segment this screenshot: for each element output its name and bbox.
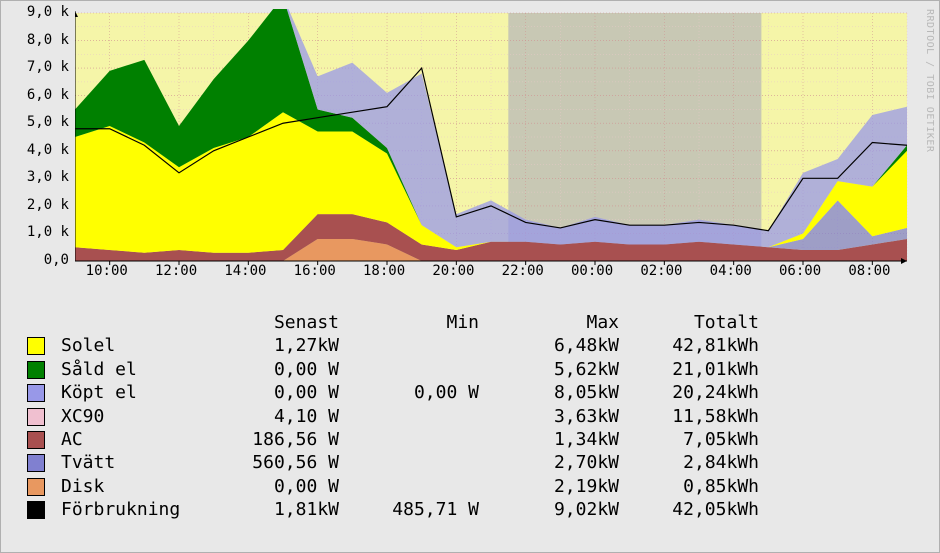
legend-min xyxy=(345,334,485,357)
y-tick-label: 5,0 k xyxy=(27,114,69,130)
legend-row: Tvätt560,56 W 2,70kW2,84kWh xyxy=(21,451,765,474)
legend-max: 9,02kW xyxy=(485,498,625,521)
legend-min xyxy=(345,475,485,498)
legend-max: 6,48kW xyxy=(485,334,625,357)
y-tick-label: 6,0 k xyxy=(27,87,69,103)
legend-max: 1,34kW xyxy=(485,428,625,451)
legend-name: AC xyxy=(55,428,205,451)
legend-senast: 560,56 W xyxy=(205,451,345,474)
watermark-text: RRDTOOL / TOBI OETIKER xyxy=(924,9,935,152)
legend-min: 0,00 W xyxy=(345,381,485,404)
hdr-senast: Senast xyxy=(205,311,345,334)
legend-totalt: 21,01kWh xyxy=(625,358,765,381)
hdr-max: Max xyxy=(485,311,625,334)
y-tick-label: 7,0 k xyxy=(27,59,69,75)
legend-totalt: 20,24kWh xyxy=(625,381,765,404)
legend-swatch xyxy=(27,431,45,449)
legend-row: Såld el0,00 W 5,62kW21,01kWh xyxy=(21,358,765,381)
legend-senast: 0,00 W xyxy=(205,475,345,498)
chart-frame: RRDTOOL / TOBI OETIKER 0,01,0 k2,0 k3,0 … xyxy=(0,0,940,553)
legend-swatch xyxy=(27,384,45,402)
legend-totalt: 0,85kWh xyxy=(625,475,765,498)
legend-max: 2,19kW xyxy=(485,475,625,498)
plot-area: 0,01,0 k2,0 k3,0 k4,0 k5,0 k6,0 k7,0 k8,… xyxy=(75,9,913,281)
legend-totalt: 2,84kWh xyxy=(625,451,765,474)
x-tick-label: 12:00 xyxy=(155,263,197,279)
legend-min xyxy=(345,358,485,381)
legend-min xyxy=(345,405,485,428)
x-tick-label: 06:00 xyxy=(779,263,821,279)
legend-senast: 186,56 W xyxy=(205,428,345,451)
legend-min: 485,71 W xyxy=(345,498,485,521)
x-tick-label: 08:00 xyxy=(848,263,890,279)
y-tick-label: 3,0 k xyxy=(27,169,69,185)
y-tick-label: 9,0 k xyxy=(27,4,69,20)
legend-name: Disk xyxy=(55,475,205,498)
hdr-min: Min xyxy=(345,311,485,334)
x-tick-label: 16:00 xyxy=(294,263,336,279)
legend-row: Disk0,00 W 2,19kW0,85kWh xyxy=(21,475,765,498)
hdr-totalt: Totalt xyxy=(625,311,765,334)
legend-totalt: 7,05kWh xyxy=(625,428,765,451)
legend-senast: 0,00 W xyxy=(205,381,345,404)
legend-row: Köpt el0,00 W0,00 W8,05kW20,24kWh xyxy=(21,381,765,404)
y-tick-label: 2,0 k xyxy=(27,197,69,213)
y-tick-label: 4,0 k xyxy=(27,142,69,158)
legend-senast: 1,81kW xyxy=(205,498,345,521)
legend-table-wrap: Senast Min Max Totalt Solel1,27kW6,48kW4… xyxy=(21,311,765,522)
y-tick-label: 1,0 k xyxy=(27,224,69,240)
legend-totalt: 11,58kWh xyxy=(625,405,765,428)
x-tick-label: 18:00 xyxy=(363,263,405,279)
legend-table: Senast Min Max Totalt Solel1,27kW6,48kW4… xyxy=(21,311,765,522)
legend-name: Köpt el xyxy=(55,381,205,404)
x-tick-label: 02:00 xyxy=(640,263,682,279)
legend-name: Såld el xyxy=(55,358,205,381)
x-tick-label: 10:00 xyxy=(86,263,128,279)
legend-max: 5,62kW xyxy=(485,358,625,381)
legend-max: 2,70kW xyxy=(485,451,625,474)
legend-senast: 4,10 W xyxy=(205,405,345,428)
legend-senast: 1,27kW xyxy=(205,334,345,357)
legend-name: XC90 xyxy=(55,405,205,428)
legend-swatch xyxy=(27,337,45,355)
chart-svg xyxy=(75,9,913,281)
x-tick-label: 22:00 xyxy=(502,263,544,279)
x-tick-label: 00:00 xyxy=(571,263,613,279)
y-tick-label: 0,0 xyxy=(44,252,69,268)
x-tick-label: 20:00 xyxy=(432,263,474,279)
legend-row: Solel1,27kW 6,48kW42,81kWh xyxy=(21,334,765,357)
legend-name: Tvätt xyxy=(55,451,205,474)
legend-swatch xyxy=(27,361,45,379)
legend-max: 3,63kW xyxy=(485,405,625,428)
x-tick-label: 14:00 xyxy=(224,263,266,279)
legend-min xyxy=(345,451,485,474)
legend-row: XC904,10 W 3,63kW11,58kWh xyxy=(21,405,765,428)
legend-max: 8,05kW xyxy=(485,381,625,404)
x-tick-label: 04:00 xyxy=(710,263,752,279)
legend-name: Förbrukning xyxy=(55,498,205,521)
legend-header-row: Senast Min Max Totalt xyxy=(21,311,765,334)
legend-swatch xyxy=(27,408,45,426)
y-tick-label: 8,0 k xyxy=(27,32,69,48)
legend-swatch xyxy=(27,501,45,519)
legend-senast: 0,00 W xyxy=(205,358,345,381)
legend-swatch xyxy=(27,478,45,496)
legend-totalt: 42,81kWh xyxy=(625,334,765,357)
legend-row: Förbrukning1,81kW485,71 W9,02kW42,05kWh xyxy=(21,498,765,521)
legend-totalt: 42,05kWh xyxy=(625,498,765,521)
legend-name: Solel xyxy=(55,334,205,357)
legend-min xyxy=(345,428,485,451)
legend-row: AC186,56 W 1,34kW7,05kWh xyxy=(21,428,765,451)
legend-swatch xyxy=(27,454,45,472)
